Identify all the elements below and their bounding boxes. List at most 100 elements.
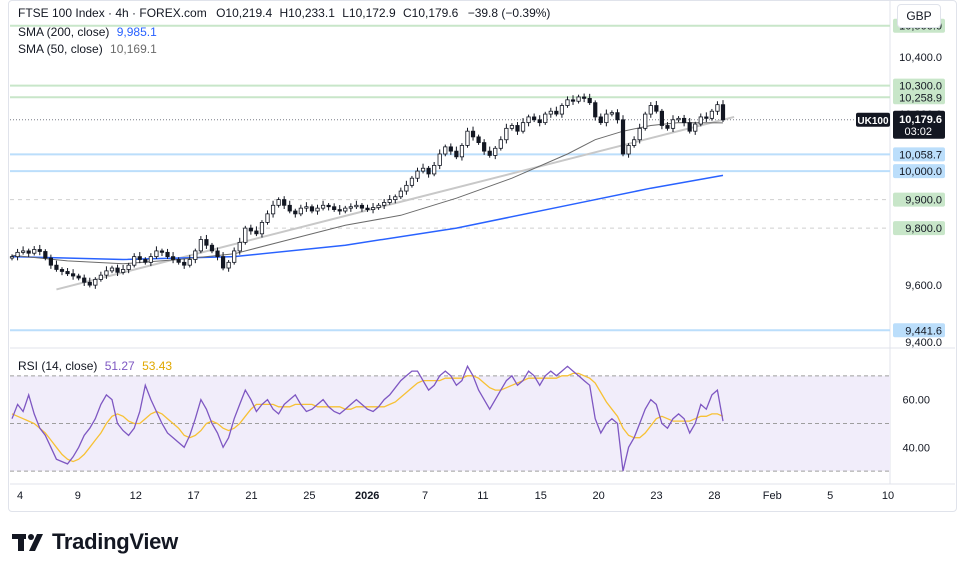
candle-body bbox=[504, 127, 509, 141]
time-axis-tick: 23 bbox=[650, 490, 662, 502]
sma200-legend[interactable]: SMA (200, close) 9,985.1 bbox=[18, 25, 157, 39]
candle-body bbox=[604, 113, 609, 124]
candle-body bbox=[293, 210, 298, 215]
tradingview-logo-icon bbox=[12, 534, 43, 551]
rsi-band bbox=[10, 375, 890, 472]
candle-body bbox=[276, 199, 281, 206]
candle-body bbox=[387, 199, 392, 203]
time-axis-tick: 28 bbox=[708, 490, 720, 502]
symbol-title: FTSE 100 Index · 4h · FOREX.com bbox=[18, 6, 207, 20]
level-tag-label: 10,000.0 bbox=[899, 166, 942, 178]
candle-body bbox=[337, 209, 342, 212]
candle-body bbox=[470, 130, 476, 138]
candle-body bbox=[715, 104, 720, 112]
candle-body bbox=[82, 277, 87, 283]
candle-body bbox=[48, 257, 53, 266]
time-axis-tick: 17 bbox=[187, 490, 199, 502]
candle-body bbox=[632, 139, 637, 146]
candle-body bbox=[320, 204, 326, 209]
candle-body bbox=[170, 256, 176, 260]
candle-body bbox=[32, 249, 37, 254]
candle-body bbox=[54, 264, 59, 270]
sma50-legend[interactable]: SMA (50, close) 10,169.1 bbox=[18, 42, 157, 56]
candles-group bbox=[9, 93, 726, 289]
candle-body bbox=[132, 256, 137, 266]
tradingview-wordmark: TradingView bbox=[52, 529, 178, 554]
time-axis-tick: 7 bbox=[422, 490, 428, 502]
candle-body bbox=[165, 251, 170, 258]
candle-body bbox=[426, 167, 431, 175]
time-axis-tick: Feb bbox=[763, 490, 782, 502]
candle-body bbox=[220, 256, 226, 269]
rsi-label: RSI (14, close) bbox=[18, 359, 98, 373]
level-tag-label: 10,300.0 bbox=[899, 81, 942, 93]
rsi-ma-line bbox=[11, 372, 724, 463]
candle-body bbox=[454, 150, 459, 158]
level-tag bbox=[893, 323, 945, 338]
time-axis-tick: 12 bbox=[130, 490, 142, 502]
symbol-tag-label: UK100 bbox=[857, 116, 889, 127]
candle-body bbox=[570, 99, 576, 102]
candle-body bbox=[120, 269, 126, 273]
candle-body bbox=[720, 104, 726, 121]
candle-body bbox=[437, 153, 442, 166]
candle-body bbox=[87, 281, 92, 286]
candle-body bbox=[593, 102, 598, 118]
time-axis-tick: 10 bbox=[882, 490, 894, 502]
ohlc-high: 10,233.1 bbox=[288, 6, 335, 20]
level-tag bbox=[893, 192, 945, 207]
candle-body bbox=[626, 145, 631, 155]
candle-body bbox=[193, 250, 198, 260]
candle-body bbox=[476, 136, 481, 143]
symbol-legend: FTSE 100 Index · 4h · FOREX.com O10,219.… bbox=[18, 6, 550, 20]
candle-body bbox=[76, 275, 81, 279]
rsi-axis-tick: 60.00 bbox=[902, 395, 930, 407]
candle-body bbox=[21, 250, 26, 253]
rsi-legend[interactable]: RSI (14, close) 51.27 53.43 bbox=[18, 359, 172, 373]
candle-body bbox=[548, 110, 553, 115]
candle-body bbox=[398, 190, 403, 198]
candle-body bbox=[487, 150, 492, 156]
candle-body bbox=[498, 139, 503, 149]
ohlc-low: 10,172.9 bbox=[348, 6, 396, 20]
candle-body bbox=[576, 96, 581, 102]
time-axis-tick: 9 bbox=[75, 490, 81, 502]
candle-body bbox=[237, 241, 242, 252]
level-tag-label: 9,900.0 bbox=[905, 195, 942, 207]
candle-body bbox=[298, 207, 303, 215]
ohlc-low-label: L bbox=[342, 6, 349, 20]
level-tag-label: 10,258.9 bbox=[899, 92, 942, 104]
candle-body bbox=[215, 250, 220, 258]
currency-button[interactable]: GBP bbox=[897, 4, 941, 28]
candle-body bbox=[59, 269, 65, 272]
candle-body bbox=[415, 170, 420, 179]
candle-body bbox=[187, 259, 192, 266]
candle-body bbox=[209, 244, 215, 252]
candle-body bbox=[154, 250, 159, 258]
tradingview-logo: TradingView bbox=[12, 528, 178, 556]
candle-body bbox=[176, 259, 181, 263]
candle-body bbox=[304, 206, 309, 209]
sma50-label: SMA (50, close) bbox=[18, 42, 103, 56]
candle-body bbox=[693, 123, 698, 132]
candle-body bbox=[143, 259, 148, 263]
level-tag-label: 9,441.6 bbox=[905, 325, 942, 337]
candle-body bbox=[554, 110, 559, 115]
rsi-axis-tick: 40.00 bbox=[902, 442, 930, 454]
candle-body bbox=[615, 112, 620, 121]
ohlc-close: 10,179.6 bbox=[411, 6, 459, 20]
candle-body bbox=[37, 249, 42, 252]
level-tag bbox=[893, 90, 945, 105]
candle-body bbox=[365, 207, 370, 210]
candle-body bbox=[15, 251, 20, 258]
candle-body bbox=[582, 96, 587, 99]
candle-body bbox=[382, 202, 387, 206]
candle-body bbox=[643, 113, 648, 129]
sma200-value: 9,985.1 bbox=[116, 25, 157, 39]
candle-body bbox=[493, 147, 498, 156]
candle-body bbox=[376, 204, 381, 208]
candle-body bbox=[459, 145, 465, 158]
candle-body bbox=[465, 130, 470, 146]
candle-body bbox=[659, 110, 664, 126]
